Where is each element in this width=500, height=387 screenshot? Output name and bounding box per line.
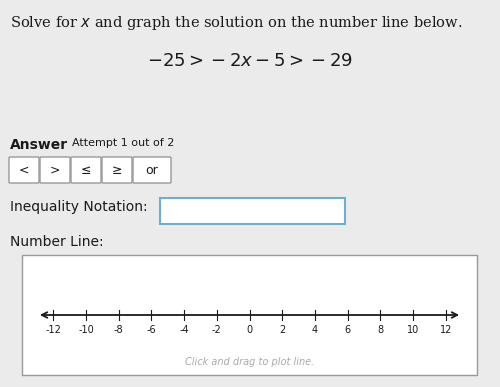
FancyBboxPatch shape bbox=[71, 157, 101, 183]
Text: ≥: ≥ bbox=[112, 163, 122, 176]
Text: -12: -12 bbox=[46, 325, 62, 335]
Text: 4: 4 bbox=[312, 325, 318, 335]
Text: 2: 2 bbox=[279, 325, 285, 335]
Text: <: < bbox=[19, 163, 29, 176]
Text: Inequality Notation:: Inequality Notation: bbox=[10, 200, 147, 214]
Text: -4: -4 bbox=[180, 325, 189, 335]
Text: >: > bbox=[50, 163, 60, 176]
Bar bbox=[22, 255, 477, 375]
Text: 12: 12 bbox=[440, 325, 452, 335]
Text: Attempt 1 out of 2: Attempt 1 out of 2 bbox=[72, 138, 174, 148]
Bar bbox=[160, 198, 345, 224]
FancyBboxPatch shape bbox=[40, 157, 70, 183]
Text: Click and drag to plot line.: Click and drag to plot line. bbox=[185, 357, 314, 367]
Text: ≤: ≤ bbox=[81, 163, 91, 176]
Text: 0: 0 bbox=[246, 325, 252, 335]
FancyBboxPatch shape bbox=[133, 157, 171, 183]
Text: -6: -6 bbox=[146, 325, 156, 335]
FancyBboxPatch shape bbox=[102, 157, 132, 183]
Text: -10: -10 bbox=[78, 325, 94, 335]
Text: Answer: Answer bbox=[10, 138, 68, 152]
FancyBboxPatch shape bbox=[9, 157, 39, 183]
Text: -8: -8 bbox=[114, 325, 124, 335]
Text: Solve for $x$ and graph the solution on the number line below.: Solve for $x$ and graph the solution on … bbox=[10, 14, 462, 32]
Text: 10: 10 bbox=[407, 325, 419, 335]
Text: Number Line:: Number Line: bbox=[10, 235, 104, 249]
Text: $-25 > -2x - 5 > -29$: $-25 > -2x - 5 > -29$ bbox=[148, 52, 352, 70]
Text: -2: -2 bbox=[212, 325, 222, 335]
Text: 8: 8 bbox=[377, 325, 384, 335]
Text: or: or bbox=[146, 163, 158, 176]
Text: 6: 6 bbox=[344, 325, 350, 335]
